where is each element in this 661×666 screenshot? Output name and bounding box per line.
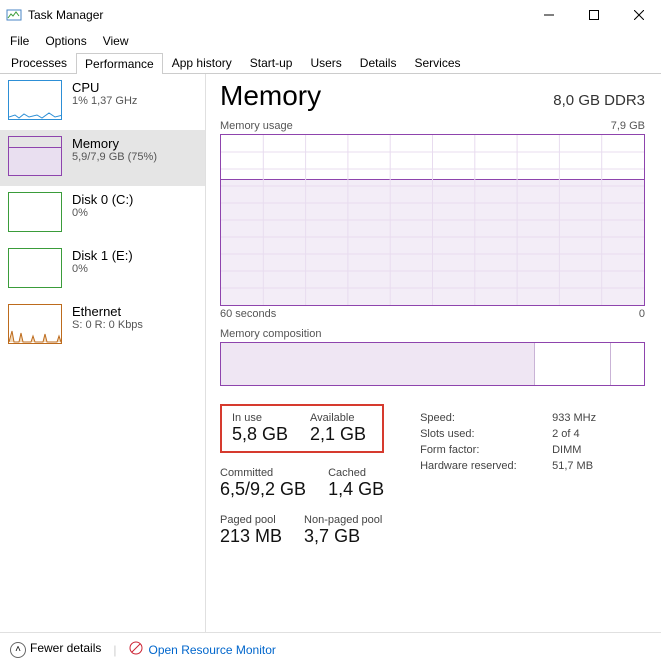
usage-max: 7,9 GB [611, 120, 645, 132]
page-title: Memory [220, 80, 321, 112]
time-start: 60 seconds [220, 308, 276, 320]
tab-users[interactable]: Users [301, 52, 350, 73]
maximize-button[interactable] [571, 0, 616, 30]
meta-col: Speed:933 MHz Slots used:2 of 4 Form fac… [420, 404, 596, 547]
composition-label: Memory composition [220, 328, 645, 340]
sidebar-item-ethernet[interactable]: Ethernet S: 0 R: 0 Kbps [0, 298, 205, 354]
tab-startup[interactable]: Start-up [241, 52, 302, 73]
disk1-sub: 0% [72, 263, 133, 275]
chevron-up-icon: ˄ [10, 642, 26, 658]
menu-view[interactable]: View [97, 32, 135, 50]
disk1-title: Disk 1 (E:) [72, 248, 133, 263]
cpu-thumb [8, 80, 62, 120]
stats-row: In use 5,8 GB Available 2,1 GB Committed… [220, 404, 645, 547]
highlight-box: In use 5,8 GB Available 2,1 GB [220, 404, 384, 453]
eth-thumb [8, 304, 62, 344]
cpu-title: CPU [72, 80, 137, 95]
tab-details[interactable]: Details [351, 52, 406, 73]
sidebar-item-memory[interactable]: Memory 5,9/7,9 GB (75%) [0, 130, 205, 186]
stat-cached: Cached 1,4 GB [328, 467, 384, 500]
sidebar-item-cpu[interactable]: CPU 1% 1,37 GHz [0, 74, 205, 130]
disk0-title: Disk 0 (C:) [72, 192, 133, 207]
memory-title: Memory [72, 136, 157, 151]
eth-title: Ethernet [72, 304, 143, 319]
disk0-sub: 0% [72, 207, 133, 219]
eth-sub: S: 0 R: 0 Kbps [72, 319, 143, 331]
memory-usage-graph [220, 134, 645, 306]
tabstrip: Processes Performance App history Start-… [0, 52, 661, 74]
memory-thumb [8, 136, 62, 176]
window-title: Task Manager [28, 8, 526, 22]
sidebar-item-disk1[interactable]: Disk 1 (E:) 0% [0, 242, 205, 298]
window-controls [526, 0, 661, 30]
tab-processes[interactable]: Processes [2, 52, 76, 73]
sidebar: CPU 1% 1,37 GHz Memory 5,9/7,9 GB (75%) … [0, 74, 206, 632]
app-icon [6, 7, 22, 23]
memory-spec: 8,0 GB DDR3 [553, 92, 645, 109]
fewer-details-button[interactable]: ˄Fewer details [10, 641, 101, 658]
close-button[interactable] [616, 0, 661, 30]
cpu-sub: 1% 1,37 GHz [72, 95, 137, 107]
main-panel: Memory 8,0 GB DDR3 Memory usage 7,9 GB [206, 74, 661, 632]
disk1-thumb [8, 248, 62, 288]
content: CPU 1% 1,37 GHz Memory 5,9/7,9 GB (75%) … [0, 74, 661, 632]
stat-paged: Paged pool 213 MB [220, 514, 282, 547]
time-end: 0 [639, 308, 645, 320]
resource-monitor-icon [129, 641, 143, 658]
memory-composition-bar [220, 342, 645, 386]
stat-available: Available 2,1 GB [310, 412, 366, 445]
menubar: File Options View [0, 30, 661, 52]
menu-options[interactable]: Options [39, 32, 92, 50]
usage-label: Memory usage [220, 120, 293, 132]
open-resource-monitor-link[interactable]: Open Resource Monitor [129, 641, 276, 658]
bottom-bar: ˄Fewer details | Open Resource Monitor [0, 632, 661, 666]
menu-file[interactable]: File [4, 32, 35, 50]
tab-performance[interactable]: Performance [76, 53, 163, 74]
titlebar: Task Manager [0, 0, 661, 30]
tab-apphistory[interactable]: App history [163, 52, 241, 73]
disk0-thumb [8, 192, 62, 232]
minimize-button[interactable] [526, 0, 571, 30]
memory-sub: 5,9/7,9 GB (75%) [72, 151, 157, 163]
tab-services[interactable]: Services [405, 52, 469, 73]
stat-inuse: In use 5,8 GB [232, 412, 288, 445]
sidebar-item-disk0[interactable]: Disk 0 (C:) 0% [0, 186, 205, 242]
stat-nonpaged: Non-paged pool 3,7 GB [304, 514, 382, 547]
stat-committed: Committed 6,5/9,2 GB [220, 467, 306, 500]
